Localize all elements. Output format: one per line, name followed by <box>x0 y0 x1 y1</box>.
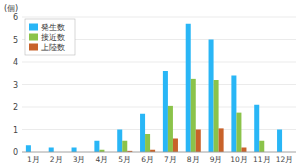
x-tick-label: 9月 <box>210 155 223 164</box>
legend-swatch <box>29 44 38 51</box>
y-tick-label: 5 <box>13 36 18 45</box>
grid-line <box>22 84 296 85</box>
bar <box>236 113 241 152</box>
x-tick-label: 2月 <box>50 155 63 164</box>
x-tick-label: 10月 <box>230 155 248 164</box>
bar <box>219 128 224 152</box>
bar <box>145 134 150 152</box>
x-tick-label: 1月 <box>27 155 40 164</box>
x-tick-label: 6月 <box>141 155 154 164</box>
y-tick-label: 2 <box>13 103 18 112</box>
legend-swatch <box>29 24 38 31</box>
x-tick-label: 3月 <box>73 155 86 164</box>
x-axis-line <box>22 152 296 153</box>
y-axis-label: (個) <box>4 4 18 13</box>
chart-container: 0 1 2 3 4 5 6(個) 1月 2月 3月 4月 5月 6月 7月 8月 9月 10月 11月 12月 発生数… <box>0 0 300 166</box>
bar <box>168 106 173 152</box>
legend: 発生数接近数上陸数 <box>25 19 75 55</box>
bars <box>26 24 282 152</box>
x-tick-label: 5月 <box>118 155 131 164</box>
legend-label: 上陸数 <box>41 43 65 52</box>
legend-label: 発生数 <box>41 23 65 32</box>
grid-line <box>22 17 296 18</box>
x-tick-label: 11月 <box>253 155 271 164</box>
bar <box>117 130 122 153</box>
bar <box>259 141 264 152</box>
bar <box>191 79 196 152</box>
bar <box>49 148 54 153</box>
y-tick-label: 4 <box>13 58 18 67</box>
y-tick-label: 0 <box>13 148 18 157</box>
bar <box>186 24 191 152</box>
bar <box>72 148 77 153</box>
x-tick-label: 8月 <box>187 155 200 164</box>
y-tick-label: 1 <box>13 126 18 135</box>
x-tick-label: 12月 <box>276 155 294 164</box>
grid <box>22 17 296 152</box>
grid-line <box>22 62 296 63</box>
chart: 0 1 2 3 4 5 6(個) 1月 2月 3月 4月 5月 6月 7月 8月 9月 10月 11月 12月 発生数… <box>0 0 300 166</box>
x-tick-label: 7月 <box>164 155 177 164</box>
bar <box>122 141 127 152</box>
bar <box>196 130 201 153</box>
legend-swatch <box>29 34 38 41</box>
x-tick-label: 4月 <box>96 155 109 164</box>
legend-box <box>25 19 75 55</box>
y-tick-label: 6 <box>13 13 18 22</box>
bar <box>209 40 214 153</box>
bar <box>214 80 219 152</box>
bar <box>94 141 99 152</box>
bar <box>241 148 246 153</box>
y-tick-label: 3 <box>13 81 18 90</box>
legend-label: 接近数 <box>41 33 65 42</box>
bar <box>173 139 178 153</box>
bar <box>163 71 168 152</box>
bar <box>26 145 31 152</box>
grid-line <box>22 152 296 153</box>
bar <box>254 105 259 152</box>
bar <box>140 114 145 152</box>
bar <box>231 76 236 153</box>
bar <box>277 130 282 153</box>
